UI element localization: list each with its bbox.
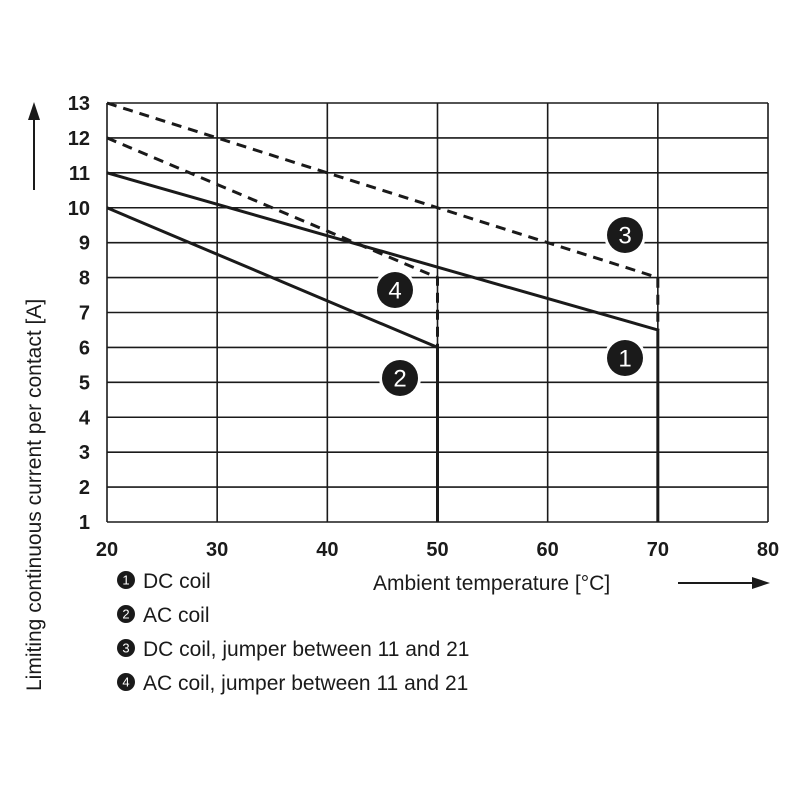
x-tick-label: 20 <box>96 539 118 561</box>
legend-marker-3 <box>117 639 135 657</box>
legend-entry: AC coil <box>143 604 210 627</box>
y-tick-label: 11 <box>69 163 90 185</box>
y-tick-label: 10 <box>68 198 90 220</box>
marker-label: 3 <box>618 223 631 250</box>
x-tick-label: 70 <box>647 539 669 561</box>
y-tick-label: 3 <box>79 442 90 464</box>
series-markers: 1 2 3 4 <box>374 214 646 399</box>
marker-circle-2 <box>382 360 418 396</box>
y-tick-label: 7 <box>79 303 90 325</box>
legend: 1 DC coil 2 AC coil 3 DC coil, jumper between… <box>117 570 469 695</box>
legend-marker-label: 1 <box>122 573 129 588</box>
legend-marker-4 <box>117 673 135 691</box>
legend-entry: AC coil, jumper between 11 and 21 <box>143 672 468 695</box>
y-axis-arrow-icon <box>28 102 40 190</box>
x-axis-arrow-icon <box>678 577 770 589</box>
series-lines <box>106 101 660 522</box>
x-tick-label: 40 <box>316 539 338 561</box>
y-tick-label: 5 <box>79 372 90 394</box>
y-tick-label: 9 <box>79 233 90 255</box>
x-tick-label: 80 <box>757 539 779 561</box>
series-line-4 <box>106 136 439 348</box>
legend-entry: DC coil <box>143 570 211 593</box>
y-tick-label: 2 <box>79 477 90 499</box>
marker-label: 4 <box>388 278 401 305</box>
legend-marker-label: 3 <box>122 641 129 656</box>
y-tick-label: 13 <box>68 93 90 115</box>
y-tick-label: 12 <box>68 128 90 150</box>
y-tick-label: 6 <box>79 337 90 359</box>
marker-circle-3 <box>607 217 643 253</box>
marker-circle-4 <box>377 272 413 308</box>
marker-circle-1 <box>607 340 643 376</box>
marker-label: 1 <box>618 346 631 373</box>
y-tick-label: 8 <box>79 268 90 290</box>
legend-marker-1 <box>117 571 135 589</box>
series-line-3 <box>106 101 660 330</box>
x-tick-label: 30 <box>206 539 228 561</box>
y-axis-label: Limiting continuous current per contact … <box>23 299 46 691</box>
x-axis-label: Ambient temperature [°C] <box>373 572 610 595</box>
x-tick-label: 60 <box>537 539 559 561</box>
legend-marker-label: 2 <box>122 607 129 622</box>
y-tick-label: 1 <box>79 512 90 534</box>
x-tick-label: 50 <box>426 539 448 561</box>
legend-marker-label: 4 <box>122 675 129 690</box>
y-tick-label: 4 <box>79 407 91 429</box>
legend-entry: DC coil, jumper between 11 and 21 <box>143 638 469 661</box>
legend-marker-2 <box>117 605 135 623</box>
marker-label: 2 <box>393 366 406 393</box>
